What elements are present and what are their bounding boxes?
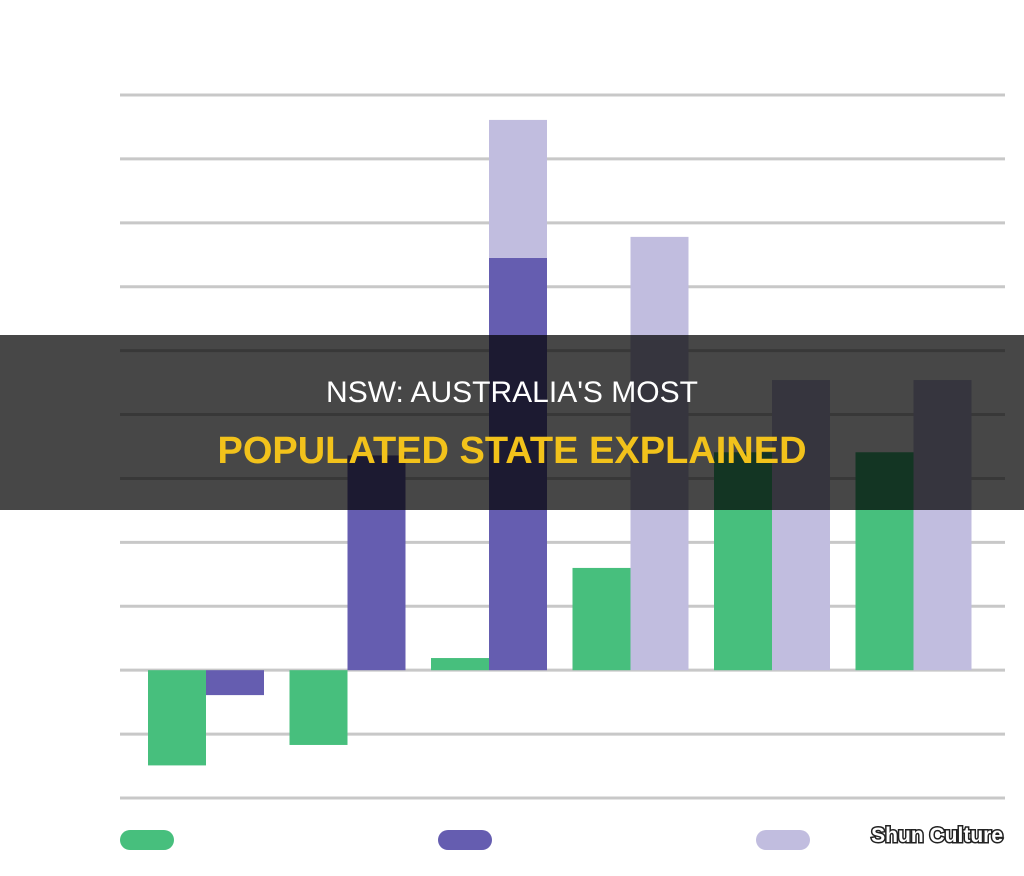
headline-band bbox=[0, 335, 1024, 510]
bar-segment bbox=[489, 119, 547, 258]
bar bbox=[289, 670, 348, 745]
bar-segment bbox=[206, 670, 264, 696]
headline-line: NSW: AUSTRALIA'S MOST bbox=[326, 376, 698, 409]
bar bbox=[431, 658, 489, 671]
legend-swatch bbox=[438, 830, 492, 850]
bar bbox=[572, 567, 631, 671]
legend-swatch bbox=[120, 830, 174, 850]
bar bbox=[148, 670, 206, 766]
watermark: Shun Culture bbox=[871, 824, 1003, 847]
headline-line: POPULATED STATE EXPLAINED bbox=[217, 430, 806, 472]
plot bbox=[120, 93, 1005, 800]
legend-swatch bbox=[756, 830, 810, 850]
